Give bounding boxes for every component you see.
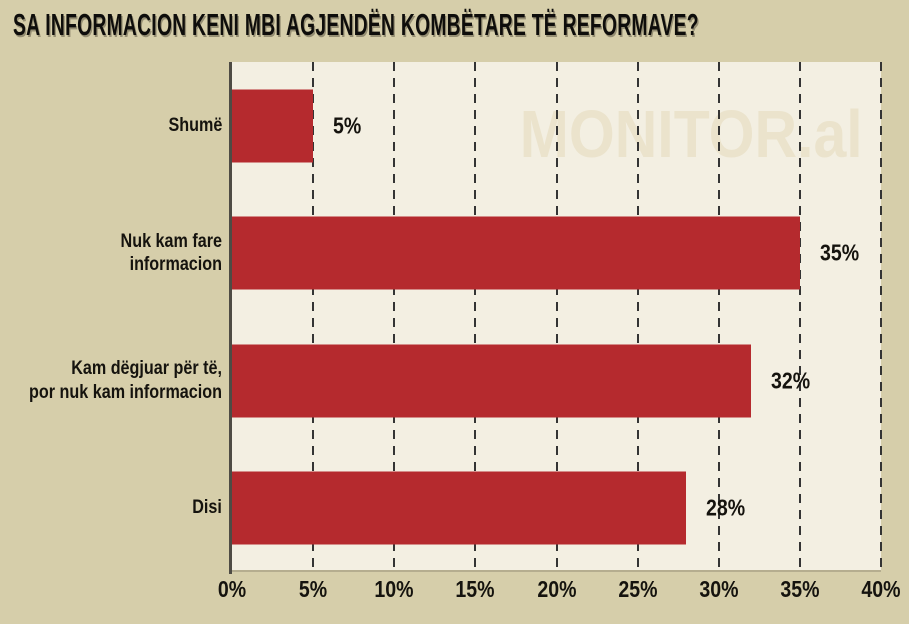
x-tick-label: 20% (536, 576, 577, 602)
value-label: 32% (771, 367, 811, 394)
bar-row: Nuk kam fare informacion 35% (121, 190, 881, 318)
gridline-20% (555, 62, 558, 570)
watermark-text: MONITOR.al (520, 97, 863, 172)
bar-row: Kam dëgjuar për të, por nuk kam informac… (29, 317, 881, 445)
y-axis-line (229, 62, 232, 574)
bar-rows: Shumë 5% Nuk kam fare informacion 35% Kam dë… (29, 62, 881, 573)
bar (232, 344, 752, 418)
category-label: Disi (192, 497, 222, 519)
bar (232, 471, 687, 545)
value-label: 28% (706, 494, 746, 521)
category-label: Kam dëgjuar për të, por nuk kam informac… (29, 358, 222, 403)
value-label: 35% (819, 239, 860, 266)
gridline-30% (717, 62, 720, 570)
bar-row: Shumë 5% (168, 62, 881, 190)
x-tick-label: 35% (780, 576, 820, 602)
chart-title: SA INFORMACION KENI MBI AGJENDËN KOMBËTA… (13, 7, 909, 43)
gridline-35% (798, 62, 801, 570)
x-tick-label: 0% (217, 576, 247, 602)
watermark: MONITOR.al (473, 96, 863, 173)
x-tick-label: 40% (861, 576, 901, 602)
x-tick-label: 5% (298, 576, 328, 602)
x-tick-label: 15% (455, 576, 495, 602)
gridline-25% (636, 62, 639, 570)
chart-title-text: SA INFORMACION KENI MBI AGJENDËN KOMBËTA… (13, 7, 699, 42)
x-tick-label: 10% (374, 576, 414, 602)
x-tick-label: 25% (618, 576, 658, 602)
x-tick-label: 30% (699, 576, 739, 602)
category-label: Shumë (168, 114, 222, 136)
value-label: 5% (333, 112, 362, 139)
bar (232, 89, 314, 163)
bar (232, 216, 800, 290)
gridline-10% (393, 62, 396, 570)
gridline-5% (312, 62, 315, 570)
x-axis-labels: 0% 5% 10% 15% 20% 25% 30% 35% 40% (218, 576, 901, 608)
gridline-15% (474, 62, 477, 570)
category-label: Nuk kam fare informacion (120, 230, 222, 276)
bar-row: Disi 28% (192, 445, 881, 573)
gridline-40% (880, 62, 882, 570)
